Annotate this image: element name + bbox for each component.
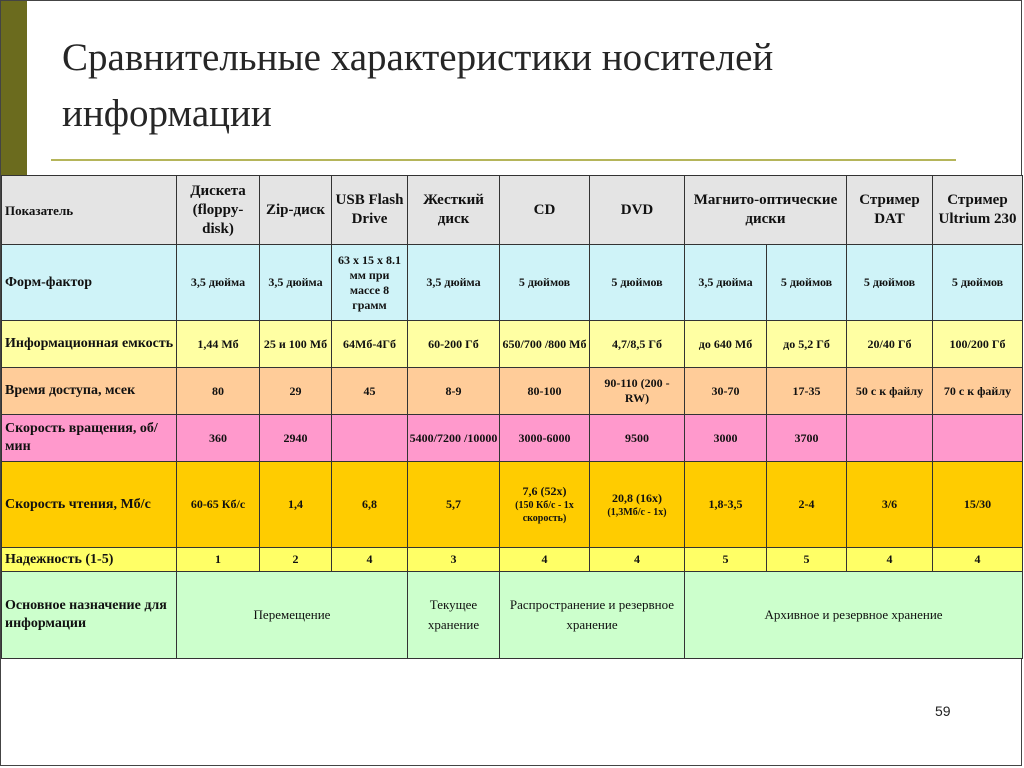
header-label: Показатель bbox=[1, 175, 177, 245]
cd-read-note: (150 Кб/с - 1x скорость) bbox=[515, 500, 574, 524]
table-cell: 70 с к файлу bbox=[932, 367, 1023, 415]
table-cell: 4 bbox=[589, 547, 685, 572]
table-cell: 5400/7200 /10000 bbox=[407, 414, 500, 462]
purpose-archive: Архивное и резервное хранение bbox=[684, 571, 1023, 659]
col-zip: Zip-диск bbox=[259, 175, 332, 245]
table-cell: 45 bbox=[331, 367, 408, 415]
table-cell: 4 bbox=[846, 547, 933, 572]
col-floppy: Дискета (floppy-disk) bbox=[176, 175, 260, 245]
table-cell: 3000-6000 bbox=[499, 414, 590, 462]
table-cell: 25 и 100 Мб bbox=[259, 320, 332, 368]
col-mo: Магнито-оптические диски bbox=[684, 175, 847, 245]
table-cell: 650/700 /800 Мб bbox=[499, 320, 590, 368]
slide-title: Сравнительные характеристики носителей и… bbox=[62, 36, 774, 135]
table-cell: 3,5 дюйма bbox=[176, 244, 260, 321]
table-row: Время доступа, мсек 80 29 45 8-9 80-100 … bbox=[1, 367, 1023, 415]
purpose-current: Текущее хранение bbox=[407, 571, 500, 659]
table-cell: 15/30 bbox=[932, 461, 1023, 548]
row-label: Основное назначение для информации bbox=[1, 571, 177, 659]
table-cell: 5 дюймов bbox=[589, 244, 685, 321]
table-cell: 64Мб-4Гб bbox=[331, 320, 408, 368]
col-dat: Стример DAT bbox=[846, 175, 933, 245]
row-label: Скорость вращения, об/мин bbox=[1, 414, 177, 462]
table-cell: 5 дюймов bbox=[932, 244, 1023, 321]
table-cell: 5,7 bbox=[407, 461, 500, 548]
table-cell: 2-4 bbox=[766, 461, 847, 548]
page-number: 59 bbox=[935, 703, 951, 719]
table-cell: 3,5 дюйма bbox=[259, 244, 332, 321]
table-cell: 2940 bbox=[259, 414, 332, 462]
table-row: Скорость вращения, об/мин 360 2940 5400/… bbox=[1, 414, 1023, 462]
table-cell: 3700 bbox=[766, 414, 847, 462]
table-cell: 90-110 (200 - RW) bbox=[589, 367, 685, 415]
table-cell: 1,4 bbox=[259, 461, 332, 548]
table-cell: 6,8 bbox=[331, 461, 408, 548]
table-cell: 360 bbox=[176, 414, 260, 462]
table-cell: 5 дюймов bbox=[846, 244, 933, 321]
table-cell: 1,44 Мб bbox=[176, 320, 260, 368]
table-row: Форм-фактор 3,5 дюйма 3,5 дюйма 63 x 15 … bbox=[1, 244, 1023, 321]
dvd-read-speed: 20,8 (16x) bbox=[612, 490, 662, 505]
table-cell: 30-70 bbox=[684, 367, 767, 415]
table-cell: 8-9 bbox=[407, 367, 500, 415]
side-accent-bar bbox=[1, 1, 27, 176]
table-cell: 20/40 Гб bbox=[846, 320, 933, 368]
table-cell bbox=[932, 414, 1023, 462]
table-cell-dvd: 20,8 (16x) (1,3Мб/с - 1x) bbox=[589, 461, 685, 548]
header-row: Показатель Дискета (floppy-disk) Zip-дис… bbox=[1, 175, 1023, 245]
table-cell: 5 bbox=[684, 547, 767, 572]
table-cell: 4 bbox=[932, 547, 1023, 572]
table-cell bbox=[331, 414, 408, 462]
table-cell: 9500 bbox=[589, 414, 685, 462]
row-label: Надежность (1-5) bbox=[1, 547, 177, 572]
table-row: Информационная емкость 1,44 Мб 25 и 100 … bbox=[1, 320, 1023, 368]
table-cell: 3/6 bbox=[846, 461, 933, 548]
table-cell: до 640 Мб bbox=[684, 320, 767, 368]
col-usb: USB Flash Drive bbox=[331, 175, 408, 245]
table-cell: до 5,2 Гб bbox=[766, 320, 847, 368]
row-label: Информационная емкость bbox=[1, 320, 177, 368]
col-dvd: DVD bbox=[589, 175, 685, 245]
dvd-read-note: (1,3Мб/с - 1x) bbox=[607, 506, 667, 518]
table-cell-cd: 7,6 (52x) (150 Кб/с - 1x скорость) bbox=[499, 461, 590, 548]
table-row: Скорость чтения, Мб/с 60-65 Кб/с 1,4 6,8… bbox=[1, 461, 1023, 548]
table-row: Основное назначение для информации Перем… bbox=[1, 571, 1023, 659]
table-cell: 4 bbox=[331, 547, 408, 572]
col-ultrium: Стример Ultrium 230 bbox=[932, 175, 1023, 245]
row-label: Скорость чтения, Мб/с bbox=[1, 461, 177, 548]
cd-read-speed: 7,6 (52x) bbox=[522, 484, 567, 498]
col-hdd: Жесткий диск bbox=[407, 175, 500, 245]
comparison-table: Показатель Дискета (floppy-disk) Zip-дис… bbox=[1, 175, 1023, 659]
table-cell: 1 bbox=[176, 547, 260, 572]
table-cell: 63 x 15 x 8.1 мм при массе 8 грамм bbox=[331, 244, 408, 321]
table-cell: 80 bbox=[176, 367, 260, 415]
table-cell: 5 дюймов bbox=[766, 244, 847, 321]
table-cell: 29 bbox=[259, 367, 332, 415]
row-label: Время доступа, мсек bbox=[1, 367, 177, 415]
table-row: Надежность (1-5) 1 2 4 3 4 4 5 5 4 4 bbox=[1, 547, 1023, 572]
col-cd: CD bbox=[499, 175, 590, 245]
table-cell: 1,8-3,5 bbox=[684, 461, 767, 548]
table-cell: 80-100 bbox=[499, 367, 590, 415]
table-cell: 4 bbox=[499, 547, 590, 572]
row-label: Форм-фактор bbox=[1, 244, 177, 321]
table-cell: 5 дюймов bbox=[499, 244, 590, 321]
table-cell: 3000 bbox=[684, 414, 767, 462]
table-cell: 100/200 Гб bbox=[932, 320, 1023, 368]
purpose-distribution: Распространение и резервное хранение bbox=[499, 571, 685, 659]
table-cell: 3,5 дюйма bbox=[407, 244, 500, 321]
table-cell: 3,5 дюйма bbox=[684, 244, 767, 321]
table-cell: 2 bbox=[259, 547, 332, 572]
table-cell: 60-200 Гб bbox=[407, 320, 500, 368]
table-cell: 5 bbox=[766, 547, 847, 572]
table-cell: 50 с к файлу bbox=[846, 367, 933, 415]
table-cell: 3 bbox=[407, 547, 500, 572]
table-cell: 60-65 Кб/с bbox=[176, 461, 260, 548]
title-divider bbox=[51, 159, 956, 161]
table-cell: 17-35 bbox=[766, 367, 847, 415]
table-cell: 4,7/8,5 Гб bbox=[589, 320, 685, 368]
purpose-portable: Перемещение bbox=[176, 571, 408, 659]
table-cell bbox=[846, 414, 933, 462]
